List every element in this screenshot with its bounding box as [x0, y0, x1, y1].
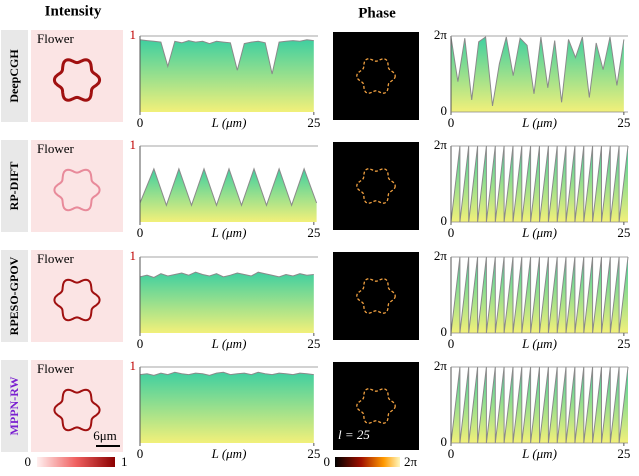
pattern-label: Flower: [37, 361, 75, 376]
phase-ring: [356, 58, 396, 94]
y-tick-label: 2π: [434, 358, 448, 373]
row-label-box: [1, 140, 28, 232]
x-axis-label: L (μm): [521, 446, 557, 461]
x-axis-label: L (μm): [521, 225, 557, 240]
profile-line: [139, 39, 314, 75]
x-tick-label: 0: [137, 225, 144, 240]
intensity-colorbar: [37, 457, 115, 467]
chart: 0 2π 0 25 L (μm): [434, 358, 630, 461]
row-label-box: [1, 360, 28, 452]
y-tick-label: 0: [441, 103, 448, 118]
pattern-label: Flower: [37, 31, 75, 46]
area: [140, 272, 314, 333]
colorbar-label: 2π: [404, 454, 418, 469]
intensity-ring: [52, 58, 102, 102]
area: [140, 39, 314, 112]
x-axis-label: L (μm): [521, 115, 557, 130]
x-axis-label: L (μm): [211, 446, 247, 461]
x-tick-label: 0: [137, 115, 144, 130]
profile-line: [139, 371, 314, 376]
x-tick-label: 25: [617, 115, 630, 130]
x-axis-label: L (μm): [521, 336, 557, 351]
colorbar-label: 0: [324, 454, 331, 469]
x-tick-label: 25: [307, 115, 320, 130]
row-label-box: [1, 250, 28, 342]
y-tick-label: 1: [130, 358, 137, 373]
row-label-box: [1, 30, 28, 122]
x-tick-label: 0: [448, 446, 455, 461]
y-tick-label: 1: [130, 248, 137, 263]
x-tick-label: 0: [448, 115, 455, 130]
chart: 0 2π 0 25 L (μm): [434, 137, 630, 240]
x-tick-label: 0: [448, 336, 455, 351]
column-title: Intensity: [45, 3, 102, 19]
intensity-ring: [53, 168, 101, 212]
phase-image: [333, 32, 419, 120]
intensity-image: [31, 140, 123, 232]
y-tick-label: 0: [441, 324, 448, 339]
x-tick-label: 25: [307, 336, 320, 351]
chart: 0 2π 0 25 L (μm): [434, 27, 630, 130]
x-tick-label: 25: [307, 225, 320, 240]
intensity-image: [31, 30, 123, 122]
x-tick-label: 25: [307, 446, 320, 461]
area: [140, 372, 314, 443]
x-tick-label: 25: [617, 446, 630, 461]
x-axis-label: L (μm): [211, 336, 247, 351]
area: [140, 168, 317, 222]
profile-line: [139, 167, 318, 207]
intensity-image: [31, 250, 123, 342]
pattern-label: Flower: [37, 141, 75, 156]
phase-image: [333, 362, 419, 450]
colorbars: 0 1 0 2π: [25, 454, 418, 469]
y-tick-label: 1: [130, 137, 137, 152]
area: [451, 37, 624, 112]
intensity-ring: [53, 278, 101, 322]
row-label: MPPN-RW: [7, 377, 21, 436]
phase-image: [333, 142, 419, 230]
chart: 1 0 25 L (μm): [130, 137, 321, 240]
y-tick-label: 0: [441, 213, 448, 228]
phase-ring: [356, 278, 396, 314]
phase-colorbar: [335, 457, 400, 467]
phase-ring: [356, 168, 396, 204]
colorbar-label: 1: [121, 454, 128, 469]
y-tick-label: 2π: [434, 248, 448, 263]
y-tick-label: 0: [441, 434, 448, 449]
column-title: Phase: [358, 5, 396, 21]
scale-bar-label: 6μm: [93, 428, 117, 443]
x-tick-label: 0: [448, 225, 455, 240]
x-axis-label: L (μm): [211, 115, 247, 130]
profile-line: [450, 366, 629, 444]
phase-ring: [356, 388, 396, 424]
annotation: l = 25: [338, 427, 370, 442]
x-axis-label: L (μm): [211, 225, 247, 240]
pattern-label: Flower: [37, 251, 75, 266]
y-tick-label: 2π: [434, 27, 448, 42]
profile-line: [450, 256, 629, 334]
phase-image: [333, 252, 419, 340]
colorbar-label: 0: [25, 454, 32, 469]
row-label: RP-DIFT: [7, 162, 21, 211]
row-label: RPESO-GPOV: [7, 256, 21, 335]
chart: 1 0 25 L (μm): [130, 248, 321, 351]
x-tick-label: 25: [617, 225, 630, 240]
y-tick-label: 2π: [434, 137, 448, 152]
intensity-image: [31, 360, 123, 452]
x-tick-label: 25: [617, 336, 630, 351]
x-tick-label: 0: [137, 336, 144, 351]
chart: 1 0 25 L (μm): [130, 27, 321, 130]
chart: 1 0 25 L (μm): [130, 358, 321, 461]
profile-line: [450, 145, 629, 223]
chart: 0 2π 0 25 L (μm): [434, 248, 630, 351]
profile-line: [450, 36, 625, 106]
profile-line: [139, 271, 314, 279]
x-tick-label: 0: [137, 446, 144, 461]
intensity-ring: [53, 388, 101, 432]
row-label: DeepCGH: [7, 49, 21, 103]
y-tick-label: 1: [130, 27, 137, 42]
